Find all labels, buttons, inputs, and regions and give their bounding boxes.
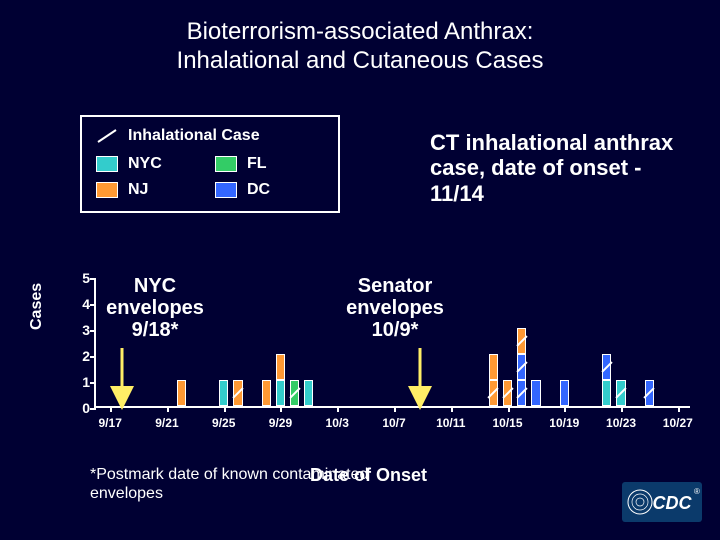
title-line-2: Inhalational and Cutaneous Cases (30, 47, 690, 76)
bar-segment (290, 380, 299, 406)
x-tick-label: 10/7 (382, 416, 405, 430)
bar-segment (233, 380, 242, 406)
y-tick-label: 3 (74, 322, 90, 338)
legend-inhalational-label: Inhalational Case (128, 127, 260, 145)
bar-segment (489, 354, 498, 380)
bar-segment (602, 354, 611, 380)
annotation-ct: CT inhalational anthrax case, date of on… (430, 130, 690, 206)
bar-segment (276, 380, 285, 406)
cdc-logo: CDC ® (622, 482, 702, 522)
bar-segment (531, 380, 540, 406)
x-tick (451, 406, 453, 412)
y-tick-label: 0 (74, 400, 90, 416)
bar-segment (560, 380, 569, 406)
swatch-dc (215, 182, 237, 198)
chart: 0123459/179/219/259/2910/310/710/1110/15… (70, 278, 690, 428)
y-tick (90, 278, 96, 280)
swatch-nyc (96, 156, 118, 172)
swatch-nj (96, 182, 118, 198)
x-tick-label: 10/11 (436, 416, 465, 430)
bar-segment (489, 380, 498, 406)
x-tick (224, 406, 226, 412)
x-tick (394, 406, 396, 412)
y-tick (90, 356, 96, 358)
title-line-1: Bioterrorism-associated Anthrax: (30, 18, 690, 47)
x-tick-label: 9/25 (212, 416, 235, 430)
swatch-fl (215, 156, 237, 172)
legend-inhalational: Inhalational Case (96, 127, 324, 145)
y-tick (90, 304, 96, 306)
bar-segment (517, 380, 526, 406)
x-tick (508, 406, 510, 412)
bar-segment (276, 354, 285, 380)
legend-dc-label: DC (247, 181, 324, 199)
bar-segment (602, 380, 611, 406)
x-tick-label: 9/21 (155, 416, 178, 430)
y-tick (90, 382, 96, 384)
x-tick (167, 406, 169, 412)
svg-text:CDC: CDC (653, 493, 693, 513)
y-axis-label: Cases (28, 283, 46, 330)
y-tick (90, 330, 96, 332)
y-tick-label: 4 (74, 296, 90, 312)
x-tick-label: 10/23 (606, 416, 636, 430)
x-tick-label: 10/19 (549, 416, 579, 430)
plot-area: 0123459/179/219/259/2910/310/710/1110/15… (94, 278, 690, 408)
x-tick-label: 10/3 (326, 416, 349, 430)
page-title: Bioterrorism-associated Anthrax: Inhalat… (0, 0, 720, 84)
x-tick (621, 406, 623, 412)
bar-segment (219, 380, 228, 406)
svg-text:®: ® (694, 487, 700, 496)
x-tick-label: 9/17 (99, 416, 122, 430)
bar-segment (304, 380, 313, 406)
x-tick (564, 406, 566, 412)
x-tick (110, 406, 112, 412)
bar-segment (262, 380, 271, 406)
inhalational-icon (96, 128, 118, 144)
legend-nj-label: NJ (128, 181, 205, 199)
bar-segment (616, 380, 625, 406)
bar-segment (503, 380, 512, 406)
bar-segment (645, 380, 654, 406)
legend-fl-label: FL (247, 155, 324, 173)
x-axis-label: Date of Onset (310, 465, 427, 486)
x-tick (337, 406, 339, 412)
x-tick (678, 406, 680, 412)
x-tick-label: 10/15 (493, 416, 523, 430)
x-tick-label: 9/29 (269, 416, 292, 430)
y-tick (90, 408, 96, 410)
legend-nyc-label: NYC (128, 155, 205, 173)
y-tick-label: 5 (74, 270, 90, 286)
bar-segment (517, 354, 526, 380)
y-tick-label: 1 (74, 374, 90, 390)
bar-segment (517, 328, 526, 354)
bar-segment (177, 380, 186, 406)
y-tick-label: 2 (74, 348, 90, 364)
x-tick (280, 406, 282, 412)
x-tick-label: 10/27 (663, 416, 693, 430)
legend: Inhalational Case NYC FL NJ DC (80, 115, 340, 213)
